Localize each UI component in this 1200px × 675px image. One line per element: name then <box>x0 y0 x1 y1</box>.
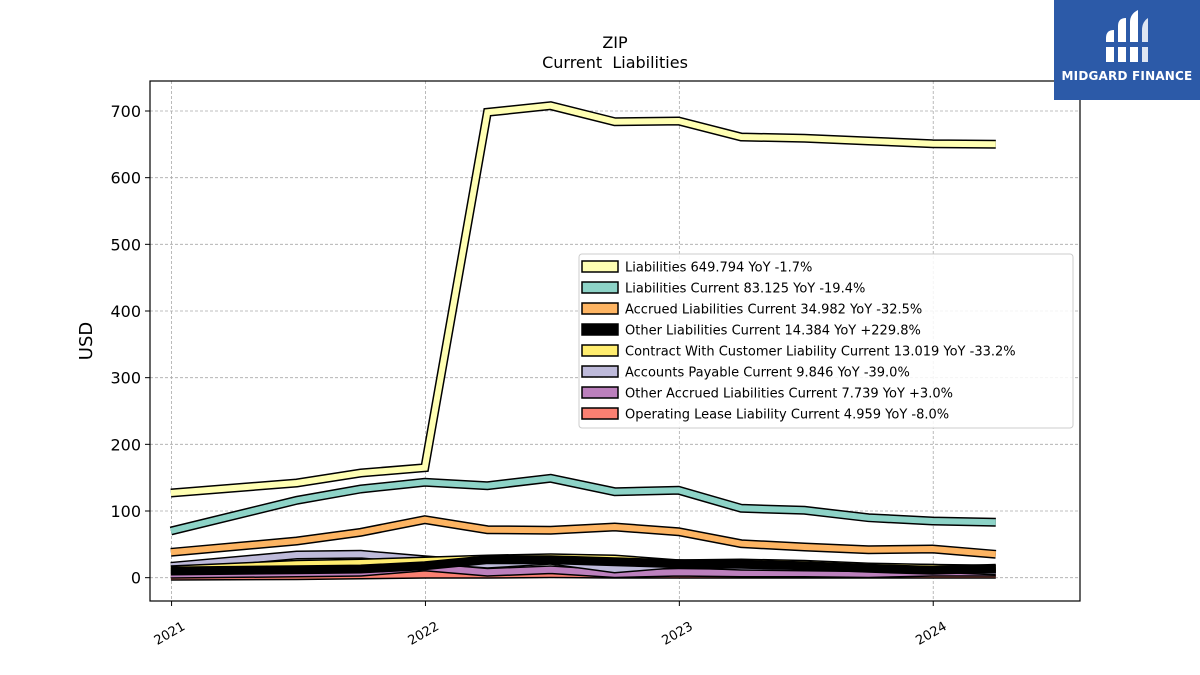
y-tick-label: 700 <box>110 102 141 121</box>
legend-label: Accrued Liabilities Current 34.982 YoY -… <box>625 303 922 318</box>
logo-text: MIDGARD FINANCE <box>1061 69 1193 83</box>
y-tick-label: 200 <box>110 435 141 454</box>
y-tick-label: 400 <box>110 302 141 321</box>
series-stroke <box>170 475 996 534</box>
x-axis: 2021 2022 2023 2024 <box>152 601 950 649</box>
logo-mark-icon <box>1106 10 1148 62</box>
series-stroke <box>170 556 996 574</box>
legend-label: Other Liabilities Current 14.384 YoY +22… <box>625 324 921 339</box>
legend-label: Other Accrued Liabilities Current 7.739 … <box>625 387 953 402</box>
series-stroke <box>170 516 997 558</box>
legend-swatch <box>581 281 619 294</box>
midgard-finance-logo: MIDGARD FINANCE <box>1054 0 1200 100</box>
legend-label: Contract With Customer Liability Current… <box>625 345 1016 360</box>
legend-item: Liabilities Current 83.125 YoY -19.4% <box>581 281 865 297</box>
legend-swatch <box>581 344 619 357</box>
series-line <box>170 555 996 576</box>
legend-swatch <box>581 407 619 420</box>
legend-label: Liabilities 649.794 YoY -1.7% <box>625 261 812 276</box>
legend-label: Operating Lease Liability Current 4.959 … <box>625 408 949 423</box>
y-tick-label: 500 <box>110 235 141 254</box>
legend-box <box>578 253 1074 429</box>
y-tick-label: 600 <box>110 169 141 188</box>
y-tick-label: 300 <box>110 369 141 388</box>
chart-title: ZIP <box>602 33 628 52</box>
x-tick-label: 2022 <box>406 619 442 649</box>
legend-item: Liabilities 649.794 YoY -1.7% <box>581 260 812 276</box>
y-axis-label: USD <box>76 322 97 360</box>
y-axis: 0 100 200 300 400 500 600 700 <box>110 102 150 588</box>
legend-item: Other Liabilities Current 14.384 YoY +22… <box>581 323 921 339</box>
series-line <box>170 515 997 559</box>
series-line <box>170 101 996 498</box>
y-tick-label: 100 <box>110 502 141 521</box>
legend-swatch <box>581 386 619 399</box>
legend-item: Accrued Liabilities Current 34.982 YoY -… <box>581 302 922 318</box>
x-tick-label: 2023 <box>660 619 696 649</box>
y-tick-label: 0 <box>131 569 141 588</box>
chart-subtitle: Current Liabilities <box>542 53 688 72</box>
series-line <box>169 473 996 536</box>
legend-item: Accounts Payable Current 9.846 YoY -39.0… <box>581 365 910 381</box>
x-tick-label: 2024 <box>913 619 949 649</box>
legend-swatch <box>581 323 619 336</box>
legend: Liabilities 649.794 YoY -1.7% Liabilities… <box>578 253 1074 429</box>
legend-item: Operating Lease Liability Current 4.959 … <box>581 407 949 423</box>
x-tick-label: 2021 <box>152 619 188 649</box>
legend-item: Other Accrued Liabilities Current 7.739 … <box>581 386 953 402</box>
series-stroke <box>170 102 996 496</box>
legend-swatch <box>581 260 619 273</box>
legend-swatch <box>581 365 619 378</box>
legend-label: Accounts Payable Current 9.846 YoY -39.0… <box>625 366 910 381</box>
series-layer <box>169 101 997 581</box>
plot-frame <box>149 80 1081 602</box>
legend-item: Contract With Customer Liability Current… <box>581 344 1016 360</box>
legend-swatch <box>581 302 619 315</box>
legend-label: Liabilities Current 83.125 YoY -19.4% <box>625 282 865 297</box>
